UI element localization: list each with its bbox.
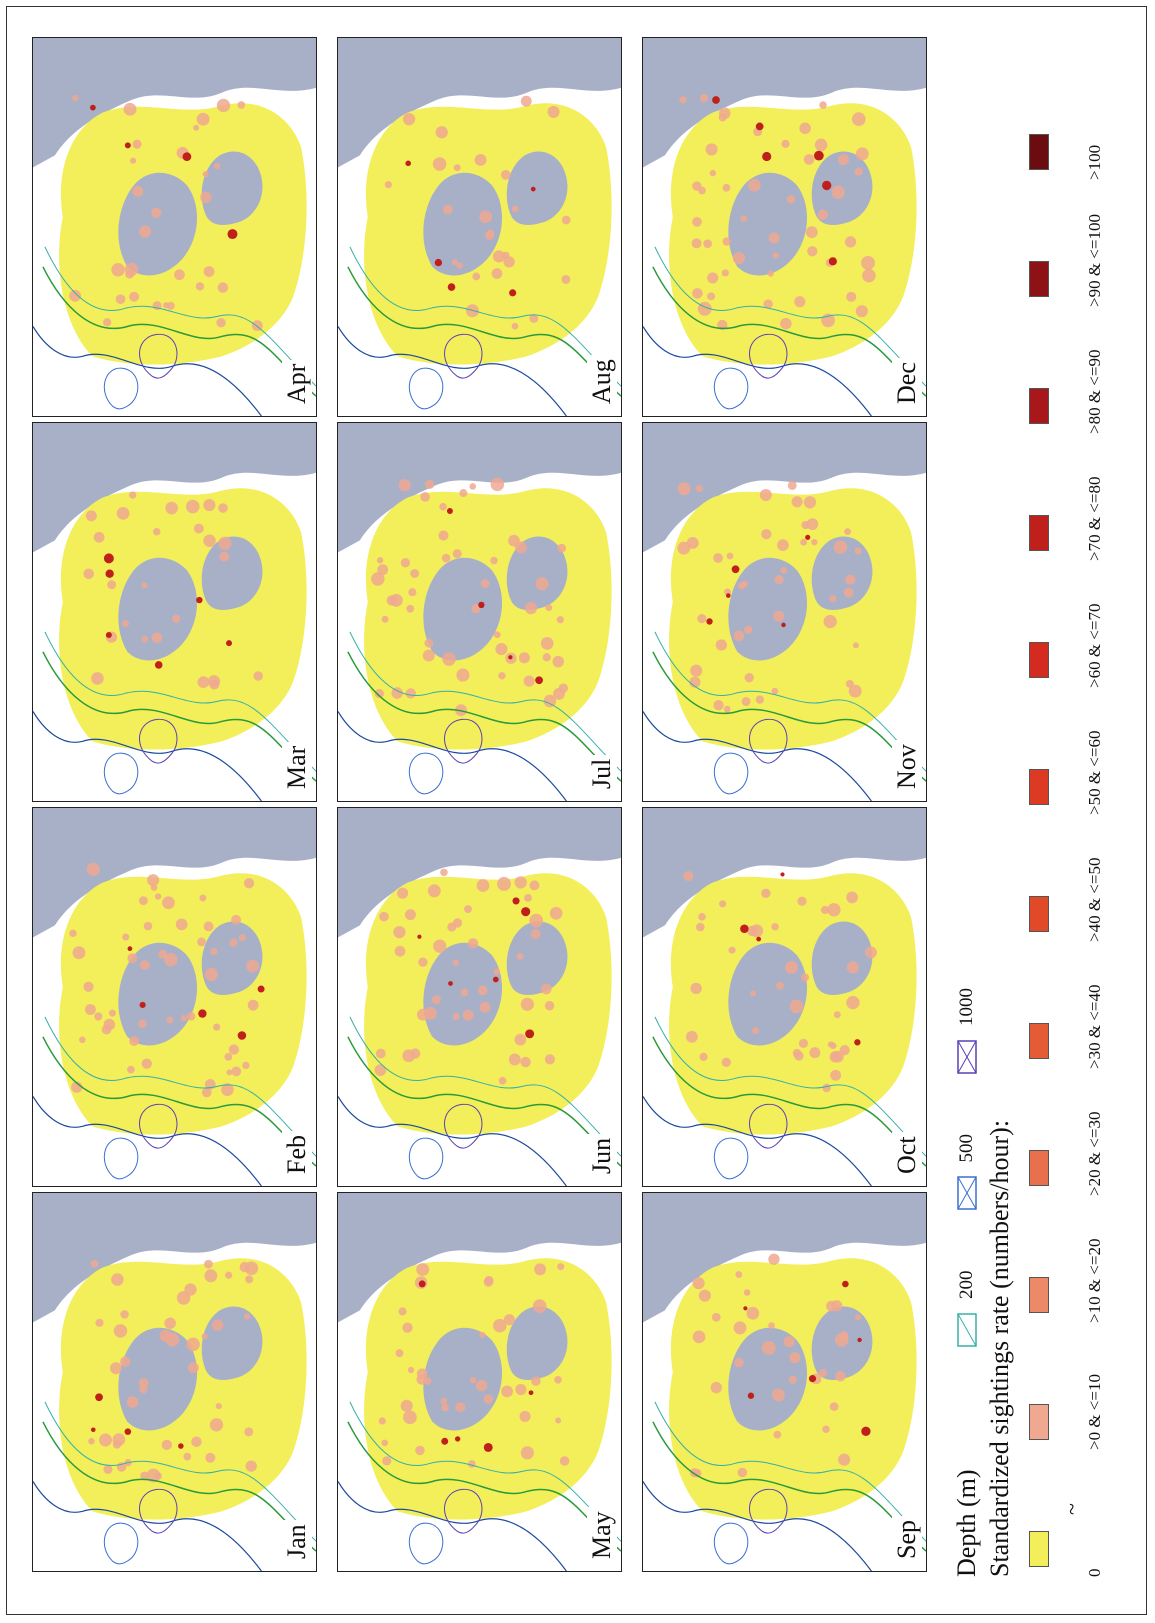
map-panel-dec: Dec: [642, 37, 927, 417]
depth-200-swatch: [957, 1313, 977, 1347]
month-label: Aug: [587, 355, 617, 408]
rate-legend-title: Standardized sightings rate (numbers/hou…: [985, 1119, 1014, 1577]
rate-label: >50 & <=60: [1085, 730, 1104, 816]
sightings-map-nov: [643, 423, 926, 801]
map-panel-apr: Apr: [32, 37, 317, 417]
rate-label: >30 & <=40: [1085, 984, 1104, 1070]
rate-legend-item: >10 & <=20: [1029, 1183, 1105, 1323]
sightings-map-feb: [33, 808, 316, 1186]
monthly-map-figure: Jan Feb Mar: [17, 32, 1137, 1592]
rate-swatch: [1029, 1404, 1049, 1440]
depth-legend-title: Depth (m): [952, 1469, 981, 1577]
rate-legend-item: >80 & <=90: [1029, 294, 1105, 434]
month-label: Jan: [282, 1520, 312, 1563]
rate-swatch: [1029, 1531, 1049, 1567]
rate-swatch: [1029, 1277, 1049, 1313]
sightings-map-apr: [33, 38, 316, 416]
rate-legend-item: >40 & <=50: [1029, 802, 1105, 942]
map-panel-feb: Feb: [32, 807, 317, 1187]
rate-label: >100: [1085, 144, 1104, 180]
rate-swatch: [1029, 388, 1049, 424]
depth-legend-item-500: 500: [956, 1134, 978, 1211]
map-panel-mar: Mar: [32, 422, 317, 802]
figure-frame: Jan Feb Mar: [6, 6, 1147, 1615]
rate-label: 0: [1085, 1568, 1104, 1578]
depth-legend-item-1000: 1000: [956, 988, 978, 1074]
sightings-map-jun: [338, 808, 621, 1186]
map-panel-aug: Aug: [337, 37, 622, 417]
sightings-map-jan: [33, 1193, 316, 1571]
month-label: Jun: [587, 1133, 617, 1178]
depth-1000-label: 1000: [956, 988, 977, 1026]
map-panel-oct: Oct: [642, 807, 927, 1187]
rate-legend-item: >90 & <=100: [1029, 167, 1105, 307]
sightings-map-may: [338, 1193, 621, 1571]
month-label: Jul: [587, 754, 617, 793]
rate-label: >20 & <=30: [1085, 1111, 1104, 1197]
rate-swatch: [1029, 1150, 1049, 1186]
depth-legend-item-200: 200: [956, 1271, 978, 1348]
month-label: Sep: [892, 1516, 922, 1563]
month-label: Dec: [892, 358, 922, 408]
sightings-map-sep: [643, 1193, 926, 1571]
sightings-map-aug: [338, 38, 621, 416]
sightings-map-mar: [33, 423, 316, 801]
rate-swatch: [1029, 1023, 1049, 1059]
rate-label: >40 & <=50: [1085, 857, 1104, 943]
map-panel-jun: Jun: [337, 807, 622, 1187]
map-panel-sep: Sep: [642, 1192, 927, 1572]
month-label: Apr: [282, 359, 312, 408]
rate-label: >80 & <=90: [1085, 349, 1104, 435]
rate-legend-tilde: ~: [1059, 1503, 1084, 1515]
rate-label: >90 & <=100: [1085, 214, 1104, 307]
rate-legend-item: >20 & <=30: [1029, 1056, 1105, 1196]
rate-legend-item: >70 & <=80: [1029, 421, 1105, 561]
month-label: Mar: [282, 741, 312, 793]
rate-legend-item: >50 & <=60: [1029, 675, 1105, 815]
rate-legend-item: >60 & <=70: [1029, 548, 1105, 688]
rate-legend-item: >30 & <=40: [1029, 929, 1105, 1069]
rate-swatch: [1029, 134, 1049, 170]
depth-1000-swatch: [957, 1040, 977, 1074]
map-panel-jul: Jul: [337, 422, 622, 802]
rate-swatch: [1029, 261, 1049, 297]
rate-label: >60 & <=70: [1085, 603, 1104, 689]
depth-200-label: 200: [956, 1270, 977, 1300]
rate-swatch: [1029, 642, 1049, 678]
rate-legend-item: >100: [1029, 40, 1105, 180]
rate-legend-item: >0 & <=10: [1029, 1310, 1105, 1450]
rate-swatch: [1029, 515, 1049, 551]
rate-legend: 0 >0 & <=10 >10 & <=20 >20 & <=30 >30 & <=40…: [1029, 47, 1119, 1577]
sightings-map-dec: [643, 38, 926, 416]
rate-swatch: [1029, 769, 1049, 805]
sightings-map-oct: [643, 808, 926, 1186]
month-label: Oct: [892, 1132, 922, 1178]
map-panel-nov: Nov: [642, 422, 927, 802]
depth-500-swatch: [957, 1176, 977, 1211]
map-panel-may: May: [337, 1192, 622, 1572]
month-label: Feb: [282, 1131, 312, 1178]
month-label: Nov: [892, 740, 922, 793]
sightings-map-jul: [338, 423, 621, 801]
depth-500-label: 500: [956, 1134, 977, 1163]
rate-swatch: [1029, 896, 1049, 932]
rate-label: >0 & <=10: [1085, 1374, 1104, 1450]
rate-label: >10 & <=20: [1085, 1238, 1104, 1324]
month-label: May: [587, 1507, 617, 1563]
depth-legend: Depth (m) 200 500 1000: [947, 928, 987, 1577]
rate-label: >70 & <=80: [1085, 476, 1104, 562]
map-panel-jan: Jan: [32, 1192, 317, 1572]
